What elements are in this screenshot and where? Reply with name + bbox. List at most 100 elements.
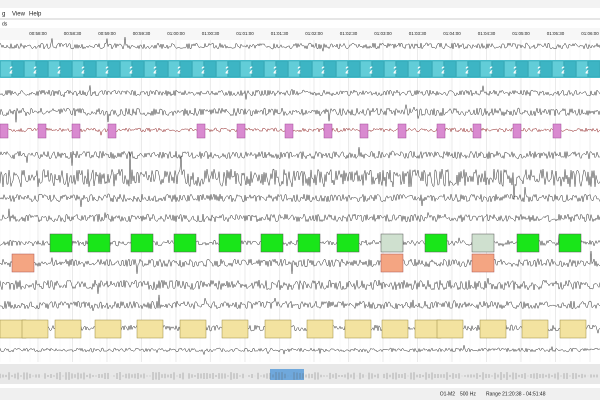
event-marker xyxy=(284,123,294,139)
stage-label: 2 xyxy=(273,66,279,77)
stage-cell xyxy=(312,60,324,78)
time-tick-label: 00:58:30 xyxy=(64,31,82,36)
stage-cell xyxy=(240,60,252,78)
event-box xyxy=(297,233,321,253)
time-tick-label: 01:03:30 xyxy=(409,31,427,36)
title-bar xyxy=(0,0,600,8)
stage-cell xyxy=(216,60,228,78)
menu-item[interactable]: g xyxy=(2,12,5,18)
stage-cell xyxy=(480,60,492,78)
event-box xyxy=(264,319,292,339)
stage-label: 2 xyxy=(33,66,39,77)
time-tick-label: 00:59:30 xyxy=(133,31,151,36)
time-tick-label: 01:01:00 xyxy=(236,31,254,36)
stage-cell xyxy=(432,60,444,78)
event-marker xyxy=(0,123,9,139)
stage-cell xyxy=(504,60,516,78)
eeg-trace xyxy=(0,278,600,294)
event-box xyxy=(136,319,164,339)
stage-label: 2 xyxy=(489,66,495,77)
time-axis xyxy=(0,28,600,40)
stage-cell xyxy=(456,60,468,78)
event-marker xyxy=(37,123,47,139)
time-tick-label: 01:00:30 xyxy=(202,31,220,36)
event-marker xyxy=(397,123,407,139)
event-box xyxy=(306,319,334,339)
stage-cell xyxy=(324,60,336,78)
event-box xyxy=(424,233,448,253)
event-marker xyxy=(436,123,446,139)
event-box xyxy=(521,319,549,339)
eeg-trace xyxy=(0,187,600,207)
stage-label: 2 xyxy=(561,66,567,77)
stage-cell xyxy=(96,60,108,78)
event-marker xyxy=(196,123,206,139)
event-box xyxy=(179,319,207,339)
stage-label: 2 xyxy=(297,66,303,77)
stage-cell xyxy=(576,60,588,78)
stage-cell xyxy=(396,60,408,78)
stage-label: 2 xyxy=(105,66,111,77)
status-rate: 500 Hz xyxy=(460,391,476,397)
status-bar xyxy=(0,388,600,400)
overview-window[interactable] xyxy=(270,369,304,380)
event-box xyxy=(381,319,409,339)
stage-cell xyxy=(300,60,312,78)
stage-label: 2 xyxy=(177,66,183,77)
stage-cell xyxy=(384,60,396,78)
time-tick-label: 00:58:00 xyxy=(29,31,47,36)
event-box xyxy=(336,233,360,253)
event-box xyxy=(380,233,404,253)
stage-cell xyxy=(468,60,480,78)
stage-label: 2 xyxy=(57,66,63,77)
stage-cell xyxy=(108,60,120,78)
stage-cell xyxy=(252,60,264,78)
stage-label: 2 xyxy=(201,66,207,77)
event-marker xyxy=(236,123,246,139)
eeg-trace xyxy=(0,147,600,166)
stage-cell xyxy=(360,60,372,78)
time-tick-label: 01:05:30 xyxy=(547,31,565,36)
eeg-trace xyxy=(0,127,600,136)
stage-cell xyxy=(192,60,204,78)
stage-cell xyxy=(552,60,564,78)
stage-cell xyxy=(336,60,348,78)
menu-item[interactable]: View xyxy=(12,12,26,18)
time-tick-label: 01:03:00 xyxy=(374,31,392,36)
stage-label: 2 xyxy=(345,66,351,77)
time-tick-label: 01:01:30 xyxy=(271,31,289,36)
event-box xyxy=(471,253,495,273)
stage-cell xyxy=(72,60,84,78)
stage-cell xyxy=(204,60,216,78)
event-box xyxy=(87,233,111,253)
status-channel: O1-M2 xyxy=(440,391,456,397)
stage-cell xyxy=(372,60,384,78)
stage-cell xyxy=(228,60,240,78)
time-tick-label: 01:05:00 xyxy=(512,31,530,36)
event-marker xyxy=(323,123,333,139)
eeg-trace xyxy=(0,85,600,100)
time-tick-label: 01:04:30 xyxy=(478,31,496,36)
stage-cell xyxy=(348,60,360,78)
menu-item[interactable]: Help xyxy=(29,12,42,18)
event-marker xyxy=(512,123,522,139)
eeg-trace xyxy=(0,37,600,52)
event-box xyxy=(260,233,284,253)
stage-label: 2 xyxy=(321,66,327,77)
stage-cell xyxy=(132,60,144,78)
stage-cell xyxy=(528,60,540,78)
event-box xyxy=(516,233,540,253)
event-marker xyxy=(359,123,369,139)
event-box xyxy=(380,253,404,273)
stage-cell xyxy=(144,60,156,78)
stage-label: 2 xyxy=(465,66,471,77)
event-box xyxy=(94,319,122,339)
stage-cell xyxy=(516,60,528,78)
stage-cell xyxy=(156,60,168,78)
stage-label: 2 xyxy=(225,66,231,77)
event-box xyxy=(54,319,82,339)
time-tick-label: 01:02:00 xyxy=(305,31,323,36)
stage-cell xyxy=(120,60,132,78)
event-box xyxy=(559,319,587,339)
